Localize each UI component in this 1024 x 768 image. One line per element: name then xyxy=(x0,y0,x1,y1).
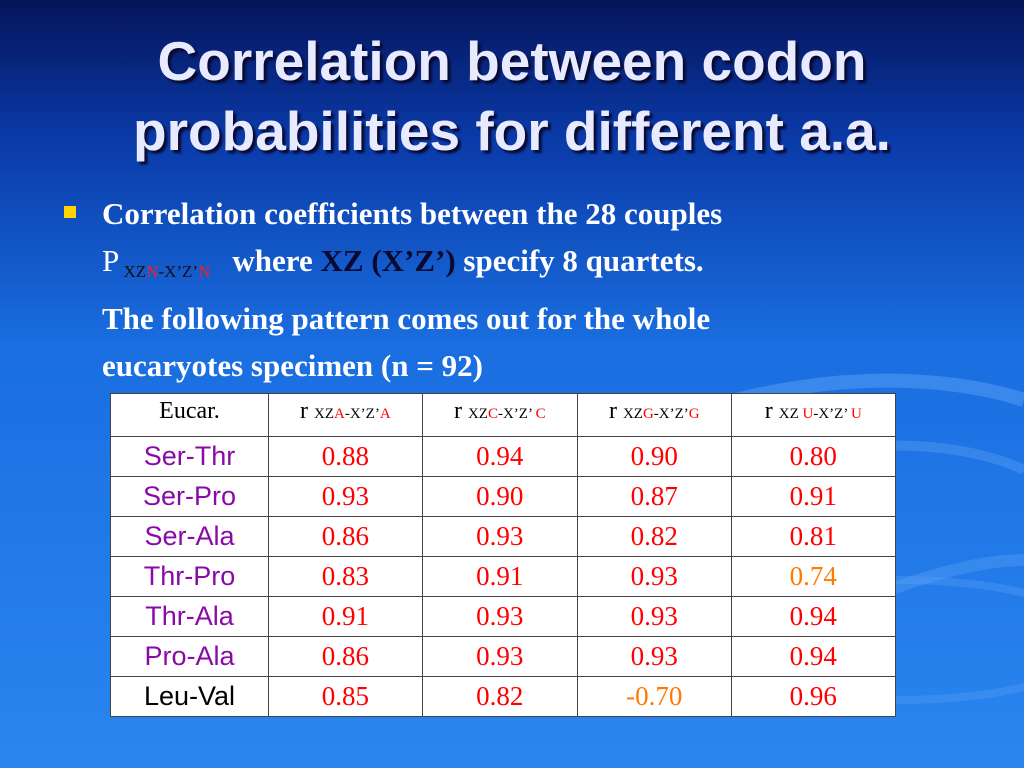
title-line-1: Correlation between codon xyxy=(157,30,867,92)
table-cell: 0.94 xyxy=(730,596,897,637)
bullet-line-3: The following pattern comes out for the … xyxy=(102,301,711,336)
table-cell-highlight: 0.74 xyxy=(730,556,897,597)
table-cell: 0.86 xyxy=(268,636,423,677)
row-label: Pro-Ala xyxy=(110,636,269,677)
column-header: r XZC-X’Z’ C xyxy=(421,393,578,437)
table-cell: 0.91 xyxy=(730,476,897,517)
table-cell: 0.93 xyxy=(576,636,732,677)
row-label: Ser-Pro xyxy=(110,476,269,517)
column-header: r XZA-X’Z’A xyxy=(268,393,423,437)
table-cell: 0.93 xyxy=(421,636,578,677)
table-cell: 0.93 xyxy=(421,596,578,637)
title-line-2: probabilities for different a.a. xyxy=(133,100,891,162)
table-corner-header: Eucar. xyxy=(110,393,269,437)
xz-quartet-term: XZ (X’Z’) xyxy=(320,243,456,278)
table-cell: 0.90 xyxy=(576,436,732,477)
table-cell: 0.87 xyxy=(576,476,732,517)
column-header: r XZG-X’Z’G xyxy=(576,393,732,437)
table-cell: 0.81 xyxy=(730,516,897,557)
bullet-line-2: P XZN-X’Z’N where XZ (X’Z’) specify 8 qua… xyxy=(102,243,704,281)
table-cell: 0.86 xyxy=(268,516,423,557)
table-cell: 0.91 xyxy=(421,556,578,597)
table-row: Leu-Val 0.85 0.82 -0.70 0.96 xyxy=(110,676,897,717)
table-cell: 0.94 xyxy=(730,636,897,677)
p-subscript: XZN-X’Z’N xyxy=(123,262,211,281)
table-cell-highlight: -0.70 xyxy=(576,676,732,717)
bullet-line-1: Correlation coefficients between the 28 … xyxy=(102,196,723,231)
table-cell: 0.88 xyxy=(268,436,423,477)
table-cell: 0.85 xyxy=(268,676,423,717)
table-cell: 0.82 xyxy=(421,676,578,717)
row-label: Thr-Ala xyxy=(110,596,269,637)
table-cell: 0.93 xyxy=(268,476,423,517)
bullet-text: Correlation coefficients between the 28 … xyxy=(102,190,962,389)
table-cell: 0.94 xyxy=(421,436,578,477)
table-cell: 0.83 xyxy=(268,556,423,597)
table-row: Ser-Pro 0.93 0.90 0.87 0.91 xyxy=(110,476,897,517)
table-cell: 0.93 xyxy=(576,556,732,597)
table-header-row: Eucar. r XZA-X’Z’A r XZC-X’Z’ C r XZG-X’… xyxy=(110,393,897,437)
table-row: Thr-Ala 0.91 0.93 0.93 0.94 xyxy=(110,596,897,637)
correlation-table: Eucar. r XZA-X’Z’A r XZC-X’Z’ C r XZG-X’… xyxy=(110,393,897,717)
table-cell: 0.80 xyxy=(730,436,897,477)
table-row: Ser-Ala 0.86 0.93 0.82 0.81 xyxy=(110,516,897,557)
table-row: Pro-Ala 0.86 0.93 0.93 0.94 xyxy=(110,636,897,677)
table-cell: 0.93 xyxy=(576,596,732,637)
column-header: r XZ U-X’Z’ U xyxy=(730,393,897,437)
row-label: Leu-Val xyxy=(110,676,269,717)
table-cell: 0.96 xyxy=(730,676,897,717)
table-cell: 0.82 xyxy=(576,516,732,557)
p-symbol: P xyxy=(102,243,120,278)
row-label: Ser-Ala xyxy=(110,516,269,557)
table-cell: 0.93 xyxy=(421,516,578,557)
table-row: Ser-Thr 0.88 0.94 0.90 0.80 xyxy=(110,436,897,477)
table-row: Thr-Pro 0.83 0.91 0.93 0.74 xyxy=(110,556,897,597)
slide-title: Correlation between codon probabilities … xyxy=(0,26,1024,166)
bullet-square-icon xyxy=(64,206,76,218)
row-label: Ser-Thr xyxy=(110,436,269,477)
table-cell: 0.91 xyxy=(268,596,423,637)
bullet-line-4: eucaryotes specimen (n = 92) xyxy=(102,348,483,383)
table-cell: 0.90 xyxy=(421,476,578,517)
row-label: Thr-Pro xyxy=(110,556,269,597)
